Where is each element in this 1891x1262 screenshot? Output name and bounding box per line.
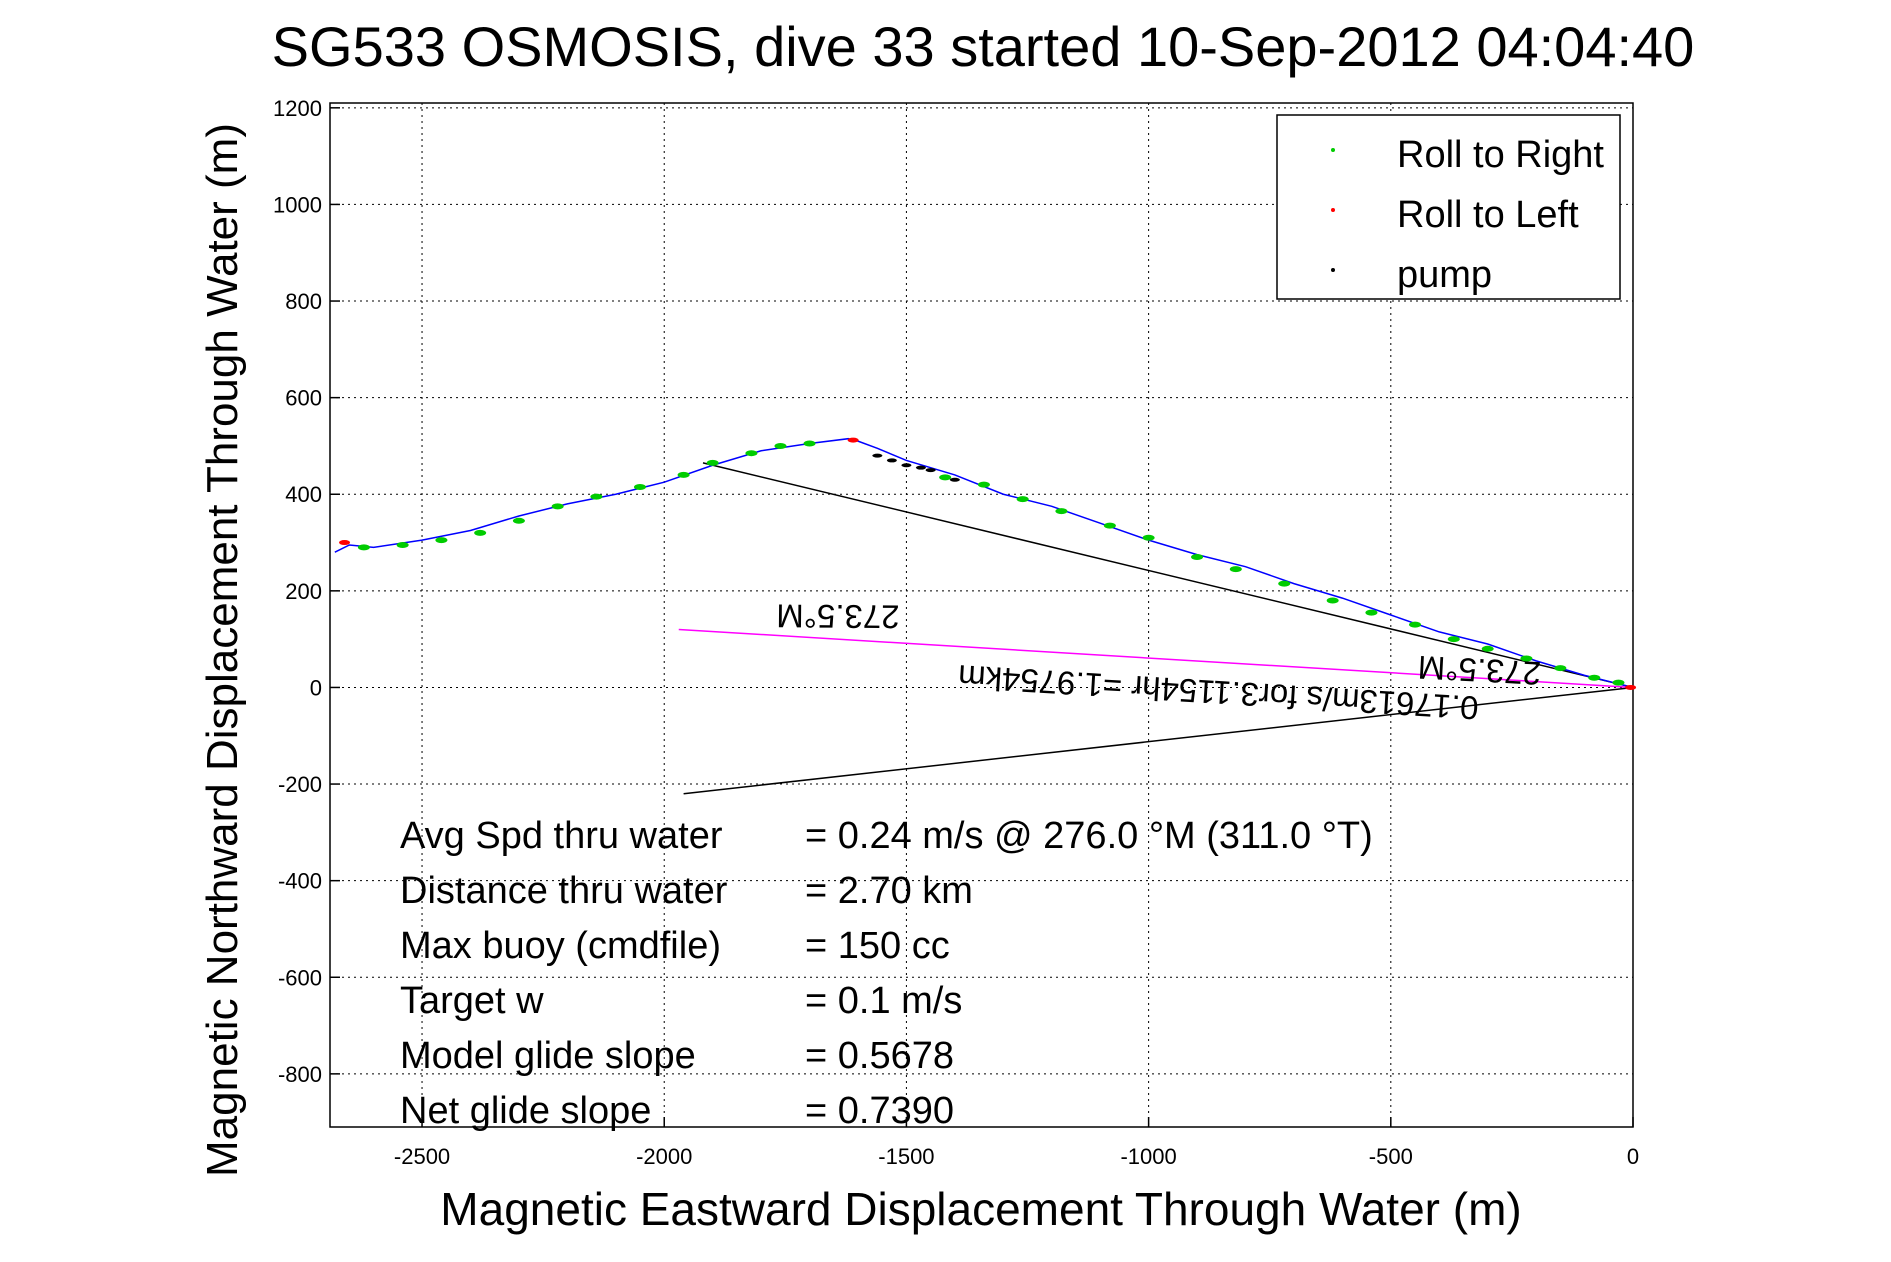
stat-value: = 2.70 km [805,870,973,912]
plot-area-frame [329,102,1634,1128]
stats-panel: Avg Spd thru water = 0.24 m/s @ 276.0 °M … [400,815,1373,1132]
upper-bracket [702,462,1634,689]
track-line [334,437,1634,689]
roll-right-point [1016,496,1029,503]
legend-marker [1331,148,1335,152]
data-series [334,437,1637,690]
chart-annotations: 273.5°M0.17613m/s for3.1154hr =1.9754km2… [776,597,1542,726]
roll-right-point [1326,597,1339,604]
stat-label: Net glide slope [400,1090,651,1132]
chart-annotation: 0.17613m/s for3.1154hr =1.9754km [957,658,1480,727]
y-axis-ticks: -800 -600 -400 -200 0 200 400 600 800 1000 1200 [273,96,340,1087]
roll-right-point [512,517,525,524]
stat-value: = 0.24 m/s @ 276.0 °M (311.0 °T) [805,815,1373,857]
x-tick-label: -1000 [1120,1144,1176,1169]
pump-point [886,458,897,463]
stat-label: Model glide slope [400,1035,696,1077]
x-tick-label: -1500 [878,1144,934,1169]
roll-right-point [1520,655,1533,662]
roll-right-point [1191,554,1204,561]
x-axis-ticks: -2500 -2000 -1500 -1000 -500 0 [394,1117,1639,1169]
y-tick-label: 0 [310,675,322,700]
roll-right-point [1588,674,1601,681]
x-tick-label: -2500 [394,1144,450,1169]
roll-right-point [357,544,370,551]
x-tick-label: -2000 [636,1144,692,1169]
y-tick-label: 1000 [273,192,322,217]
roll-right-point [1278,580,1291,587]
roll-left-point [847,437,859,443]
legend-marker [1331,208,1335,212]
stat-value: = 0.5678 [805,1035,954,1077]
stat-value: = 0.7390 [805,1090,954,1132]
stat-label: Distance thru water [400,870,728,912]
roll-right-point [1229,566,1242,573]
stat-label: Avg Spd thru water [400,815,723,857]
pump-point [949,477,960,482]
roll-right-point [551,503,564,510]
roll-right-point [1409,621,1422,628]
lower-bracket [683,686,1634,795]
roll-right-point [745,450,758,457]
roll-right-point [396,541,409,548]
roll-right-point [803,440,816,447]
grid-lines [330,103,1634,1127]
legend-label: Roll to Left [1397,194,1579,236]
roll-right-point [590,493,603,500]
stat-label: Max buoy (cmdfile) [400,925,721,967]
legend: Roll to Right Roll to Left pump [1276,114,1621,300]
roll-right-point [939,474,952,481]
y-tick-label: 1200 [273,96,322,121]
bracket-lines [678,462,1634,795]
roll-right-point [1481,645,1494,652]
pump-point [901,463,912,468]
pump-point [872,453,883,458]
x-axis-label: Magnetic Eastward Displacement Through W… [440,1183,1521,1235]
roll-right-point [1142,534,1155,541]
roll-right-point [634,484,647,490]
legend-marker [1331,268,1335,272]
y-tick-label: -600 [278,965,322,990]
roll-right-point [435,537,448,544]
y-tick-label: 400 [285,482,322,507]
chart-annotation: 273.5°M [1417,649,1542,692]
y-tick-label: -200 [278,772,322,797]
roll-right-point [774,442,787,449]
chart-title: SG533 OSMOSIS, dive 33 started 10-Sep-20… [272,15,1695,78]
x-tick-label: -500 [1369,1144,1413,1169]
roll-right-point [677,471,690,478]
roll-left-point [339,540,351,546]
roll-right-point [1554,665,1567,672]
stat-label: Target w [400,980,544,1022]
legend-box [1276,114,1621,300]
y-tick-label: 800 [285,289,322,314]
chart-annotation: 273.5°M [776,597,900,635]
y-tick-label: -800 [278,1062,322,1087]
roll-left-point [1625,684,1637,690]
legend-label: pump [1397,254,1492,296]
roll-right-point [706,459,719,466]
stat-value: = 150 cc [805,925,950,967]
pump-point [925,468,936,473]
roll-right-point [474,529,487,536]
y-axis-label: Magnetic Northward Displacement Through … [198,123,247,1177]
roll-right-point [977,481,990,488]
roll-right-point [1447,636,1460,643]
x-tick-label: 0 [1627,1144,1639,1169]
pump-point [915,465,926,470]
stat-value: = 0.1 m/s [805,980,962,1022]
roll-right-point [1365,609,1378,616]
roll-right-point [1612,679,1625,686]
heading-line [678,628,1634,689]
y-tick-label: -400 [278,869,322,894]
y-tick-label: 200 [285,579,322,604]
roll-right-point [1055,508,1068,515]
roll-right-point [1103,522,1116,529]
legend-label: Roll to Right [1397,134,1604,176]
y-tick-label: 600 [285,386,322,411]
